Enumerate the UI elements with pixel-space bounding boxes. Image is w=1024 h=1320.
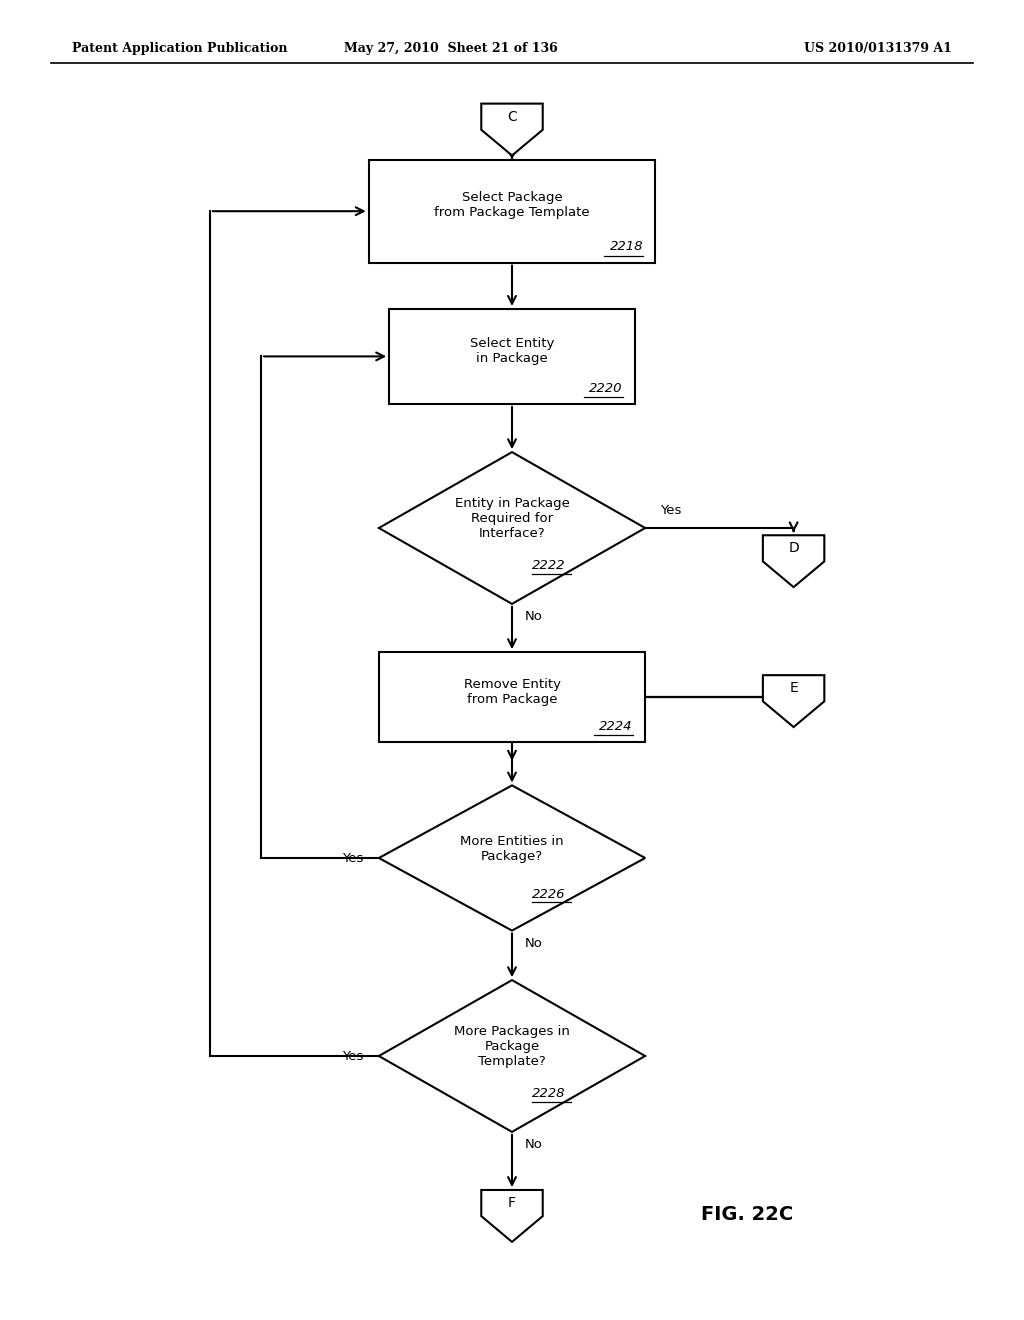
Text: No: No — [524, 610, 542, 623]
Text: No: No — [524, 1138, 542, 1151]
Text: 2228: 2228 — [532, 1088, 565, 1101]
Polygon shape — [379, 979, 645, 1131]
Text: Select Package
from Package Template: Select Package from Package Template — [434, 191, 590, 219]
Text: F: F — [508, 1196, 516, 1210]
Text: 2226: 2226 — [532, 888, 565, 900]
Bar — [379, 652, 645, 742]
Polygon shape — [379, 451, 645, 605]
Text: FIG. 22C: FIG. 22C — [701, 1205, 794, 1224]
Polygon shape — [379, 785, 645, 931]
Text: Yes: Yes — [342, 851, 364, 865]
Text: Select Entity
in Package: Select Entity in Package — [470, 337, 554, 364]
Text: No: No — [524, 937, 542, 950]
Bar — [389, 309, 635, 404]
Bar — [369, 160, 655, 263]
Text: Patent Application Publication: Patent Application Publication — [72, 42, 287, 55]
Text: D: D — [788, 541, 799, 556]
Text: Remove Entity
from Package: Remove Entity from Package — [464, 677, 560, 706]
Text: May 27, 2010  Sheet 21 of 136: May 27, 2010 Sheet 21 of 136 — [344, 42, 557, 55]
Polygon shape — [481, 104, 543, 156]
Text: C: C — [507, 110, 517, 124]
Text: Entity in Package
Required for
Interface?: Entity in Package Required for Interface… — [455, 498, 569, 540]
Text: 2224: 2224 — [599, 719, 633, 733]
Polygon shape — [763, 676, 824, 727]
Text: More Packages in
Package
Template?: More Packages in Package Template? — [454, 1026, 570, 1068]
Polygon shape — [763, 536, 824, 587]
Text: Yes: Yes — [660, 504, 682, 517]
Text: 2218: 2218 — [609, 240, 643, 253]
Text: Yes: Yes — [342, 1049, 364, 1063]
Text: 2220: 2220 — [589, 381, 623, 395]
Text: E: E — [790, 681, 798, 696]
Text: 2222: 2222 — [532, 560, 565, 573]
Text: More Entities in
Package?: More Entities in Package? — [460, 836, 564, 863]
Text: US 2010/0131379 A1: US 2010/0131379 A1 — [805, 42, 952, 55]
Polygon shape — [481, 1191, 543, 1242]
